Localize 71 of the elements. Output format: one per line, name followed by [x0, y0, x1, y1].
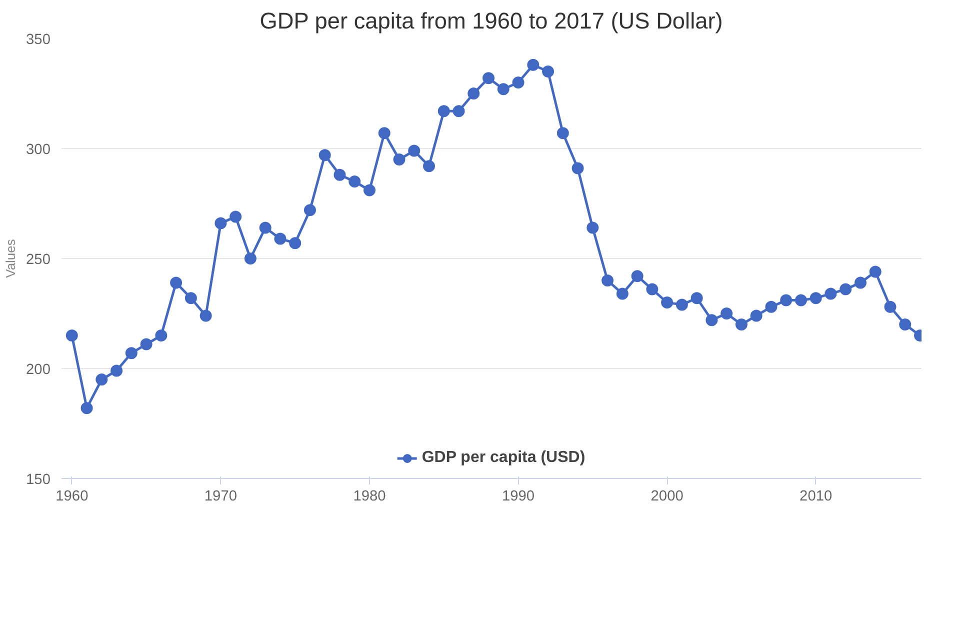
point [304, 204, 316, 216]
y-tick-label: 150 [26, 472, 51, 488]
point [824, 288, 837, 300]
point [572, 162, 584, 174]
point [200, 310, 212, 322]
point [497, 83, 510, 96]
point [244, 252, 256, 264]
point [720, 308, 733, 320]
point [259, 222, 272, 234]
y-tick-label: 300 [26, 142, 51, 158]
point [452, 105, 465, 118]
point [318, 149, 331, 162]
point [631, 270, 644, 282]
point [899, 318, 912, 330]
point [750, 310, 762, 322]
point [810, 292, 822, 304]
chart-title: GDP per capita from 1960 to 2017 (US Dollar) [260, 8, 723, 34]
point [854, 276, 866, 289]
point [378, 127, 390, 140]
point [230, 210, 242, 223]
point [512, 76, 524, 88]
x-tick-label: 1960 [56, 488, 88, 504]
point [468, 88, 480, 100]
legend-label: GDP per capita (USD) [422, 449, 586, 467]
point [556, 127, 569, 140]
point [676, 298, 688, 311]
y-tick-label: 350 [26, 32, 51, 48]
point [602, 274, 614, 286]
point [125, 347, 138, 360]
point [780, 294, 792, 306]
point [80, 402, 93, 414]
point [289, 237, 302, 250]
point [794, 294, 807, 306]
point [765, 300, 778, 313]
point [348, 176, 361, 188]
point [66, 330, 78, 342]
point [869, 266, 882, 278]
point [884, 300, 896, 313]
point [735, 318, 748, 330]
point [438, 105, 450, 118]
point [170, 276, 182, 289]
point [140, 338, 152, 350]
x-tick-label: 1980 [353, 488, 386, 504]
point [661, 296, 674, 308]
point [423, 160, 436, 172]
point [482, 72, 495, 84]
point [690, 292, 703, 304]
point [616, 288, 628, 300]
point [706, 314, 718, 326]
point [393, 154, 406, 166]
point [274, 232, 286, 245]
y-tick-label: 200 [26, 362, 51, 378]
point [155, 330, 168, 342]
y-tick-label: 250 [26, 252, 51, 268]
y-axis-title: Values [3, 238, 18, 278]
point [586, 222, 599, 234]
x-tick-label: 2010 [800, 488, 832, 504]
point [646, 283, 658, 296]
point [527, 58, 540, 71]
x-tick-label: 2000 [650, 488, 684, 504]
point [334, 168, 346, 181]
point [214, 217, 227, 230]
point [408, 144, 420, 157]
point [840, 283, 852, 296]
point [363, 184, 376, 196]
point [184, 292, 197, 304]
point [110, 364, 123, 377]
x-tick-label: 1970 [204, 488, 238, 504]
x-tick-label: 1990 [502, 488, 535, 504]
point [96, 374, 108, 386]
point [542, 66, 554, 78]
